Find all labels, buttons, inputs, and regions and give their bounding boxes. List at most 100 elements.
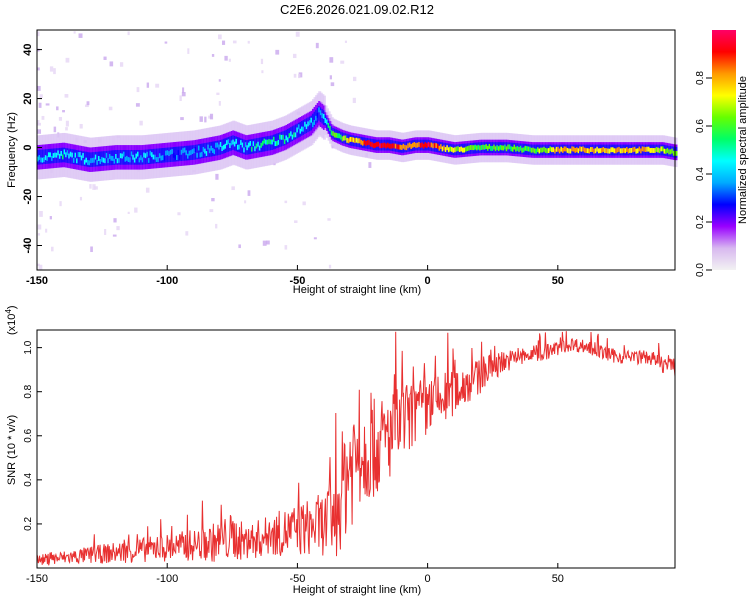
spectrogram-noise-cell xyxy=(39,210,43,217)
snr-x-tick-label: -100 xyxy=(156,573,178,585)
spectrogram-peak-cell xyxy=(519,145,523,151)
spectrogram-x-tick-label: -150 xyxy=(26,275,48,287)
spectrogram-peak-cell xyxy=(54,152,58,158)
spectrogram-noise-cell xyxy=(215,173,219,180)
spectrogram-ridge-core xyxy=(118,150,122,165)
spectrogram-peak-cell xyxy=(394,143,398,149)
spectrogram-peak-cell xyxy=(226,140,230,146)
spectrogram-noise-cell xyxy=(218,34,222,40)
spectrogram-peak-cell xyxy=(38,155,42,160)
spectrogram-peak-cell xyxy=(338,133,342,139)
spectrogram-peak-cell xyxy=(372,143,376,149)
spectrogram-peak-cell xyxy=(463,147,467,153)
spectrogram-ridge-core xyxy=(283,130,287,146)
spectrogram-peak-cell xyxy=(119,153,123,159)
spectrogram-peak-cell xyxy=(321,113,325,118)
spectrogram-peak-cell xyxy=(455,146,459,152)
spectrogram-ridge-core xyxy=(272,134,276,150)
spectrogram-noise-cell xyxy=(180,117,184,121)
spectrogram-peak-cell xyxy=(44,155,48,161)
colorbar-tick-label: 0.6 xyxy=(695,119,706,133)
spectrogram-peak-cell xyxy=(185,150,189,156)
spectrogram-peak-cell xyxy=(633,146,637,152)
spectrogram-noise-cell xyxy=(109,61,114,67)
spectrogram-peak-cell xyxy=(368,140,372,146)
spectrogram-ridge-core xyxy=(276,133,280,149)
spectrogram-peak-cell xyxy=(102,157,106,163)
spectrogram-peak-cell xyxy=(227,139,231,145)
spectrogram-noise-cell xyxy=(218,79,221,82)
spectrogram-peak-cell xyxy=(210,145,214,151)
spectrogram-ridge-core xyxy=(215,140,219,156)
spectrogram-peak-cell xyxy=(146,151,150,157)
spectrogram-peak-cell xyxy=(347,138,351,144)
spectrogram-peak-cell xyxy=(155,157,159,162)
spectrogram-peak-cell xyxy=(174,154,178,160)
spectrogram-peak-cell xyxy=(302,126,306,132)
spectrogram-peak-cell xyxy=(110,155,114,161)
spectrogram-peak-cell xyxy=(432,143,436,149)
spectrogram-peak-cell xyxy=(507,144,511,150)
spectrogram-ridge-core xyxy=(116,150,120,165)
spectrogram-peak-cell xyxy=(532,147,536,153)
spectrogram-peak-cell xyxy=(524,145,528,151)
spectrogram-ridge-core xyxy=(63,147,67,163)
spectrogram-peak-cell xyxy=(555,146,559,152)
spectrogram-peak-cell xyxy=(488,143,492,149)
spectrogram-ridge-core xyxy=(174,146,178,162)
spectrogram-ridge-core xyxy=(216,140,220,156)
spectrogram-peak-cell xyxy=(663,148,667,154)
snr-x-tick-label: -150 xyxy=(26,573,48,585)
spectrogram-peak-cell xyxy=(438,145,442,151)
spectrogram-peak-cell xyxy=(571,146,575,152)
spectrogram-peak-cell xyxy=(40,157,44,163)
spectrogram-ridge-core xyxy=(258,137,262,153)
spectrogram-peak-cell xyxy=(280,134,284,140)
spectrogram-peak-cell xyxy=(176,155,180,160)
spectrogram-peak-cell xyxy=(283,139,287,145)
spectrogram-noise-cell xyxy=(261,70,264,74)
spectrogram-noise-cell xyxy=(284,200,288,204)
spectrogram-ridge-core xyxy=(66,148,70,163)
spectrogram-peak-cell xyxy=(291,134,295,140)
spectrogram-noise-cell xyxy=(94,186,98,190)
spectrogram-ridge-core xyxy=(194,144,198,160)
spectrogram-peak-cell xyxy=(513,144,517,150)
spectrogram-peak-cell xyxy=(255,143,259,149)
spectrogram-peak-cell xyxy=(202,146,206,152)
spectrogram-peak-cell xyxy=(447,147,451,153)
spectrogram-peak-cell xyxy=(413,142,417,147)
spectrogram-peak-cell xyxy=(107,158,111,164)
spectrogram-peak-cell xyxy=(480,145,484,150)
spectrogram-noise-cell xyxy=(108,106,113,111)
spectrogram-peak-cell xyxy=(301,126,305,132)
spectrogram-noise-cell xyxy=(90,246,93,253)
spectrogram-peak-cell xyxy=(611,147,615,153)
spectrogram-noise-cell xyxy=(181,91,186,97)
spectrogram-noise-cell xyxy=(204,116,207,123)
spectrogram-peak-cell xyxy=(658,148,662,154)
spectrogram-noise-cell xyxy=(49,216,52,220)
chart-title: C2E6.2026.021.09.02.R12 xyxy=(280,2,434,17)
spectrogram-peak-cell xyxy=(52,153,56,158)
spectrogram-peak-cell xyxy=(190,150,194,156)
spectrogram-noise-cell xyxy=(37,120,40,126)
spectrogram-frame xyxy=(36,29,676,271)
spectrogram-peak-cell xyxy=(632,147,636,153)
spectrogram-peak-cell xyxy=(397,144,401,150)
spectrogram-peak-cell xyxy=(285,135,289,141)
spectrogram-peak-cell xyxy=(388,143,392,149)
spectrogram-peak-cell xyxy=(591,147,595,152)
spectrogram-peak-cell xyxy=(486,145,490,151)
spectrogram-ridge-core xyxy=(219,140,223,155)
spectrogram-x-tick-label: 0 xyxy=(425,275,431,287)
spectrogram-ridge-core xyxy=(138,150,142,165)
spectrogram-peak-cell xyxy=(429,142,433,148)
spectrogram-peak-cell xyxy=(599,148,603,154)
spectrogram-peak-cell xyxy=(374,142,378,148)
spectrogram-peak-cell xyxy=(404,144,408,150)
spectrogram-peak-cell xyxy=(416,142,420,148)
spectrogram-noise-cell xyxy=(209,209,214,213)
spectrogram-peak-cell xyxy=(330,130,334,136)
spectrogram-peak-cell xyxy=(615,148,619,154)
